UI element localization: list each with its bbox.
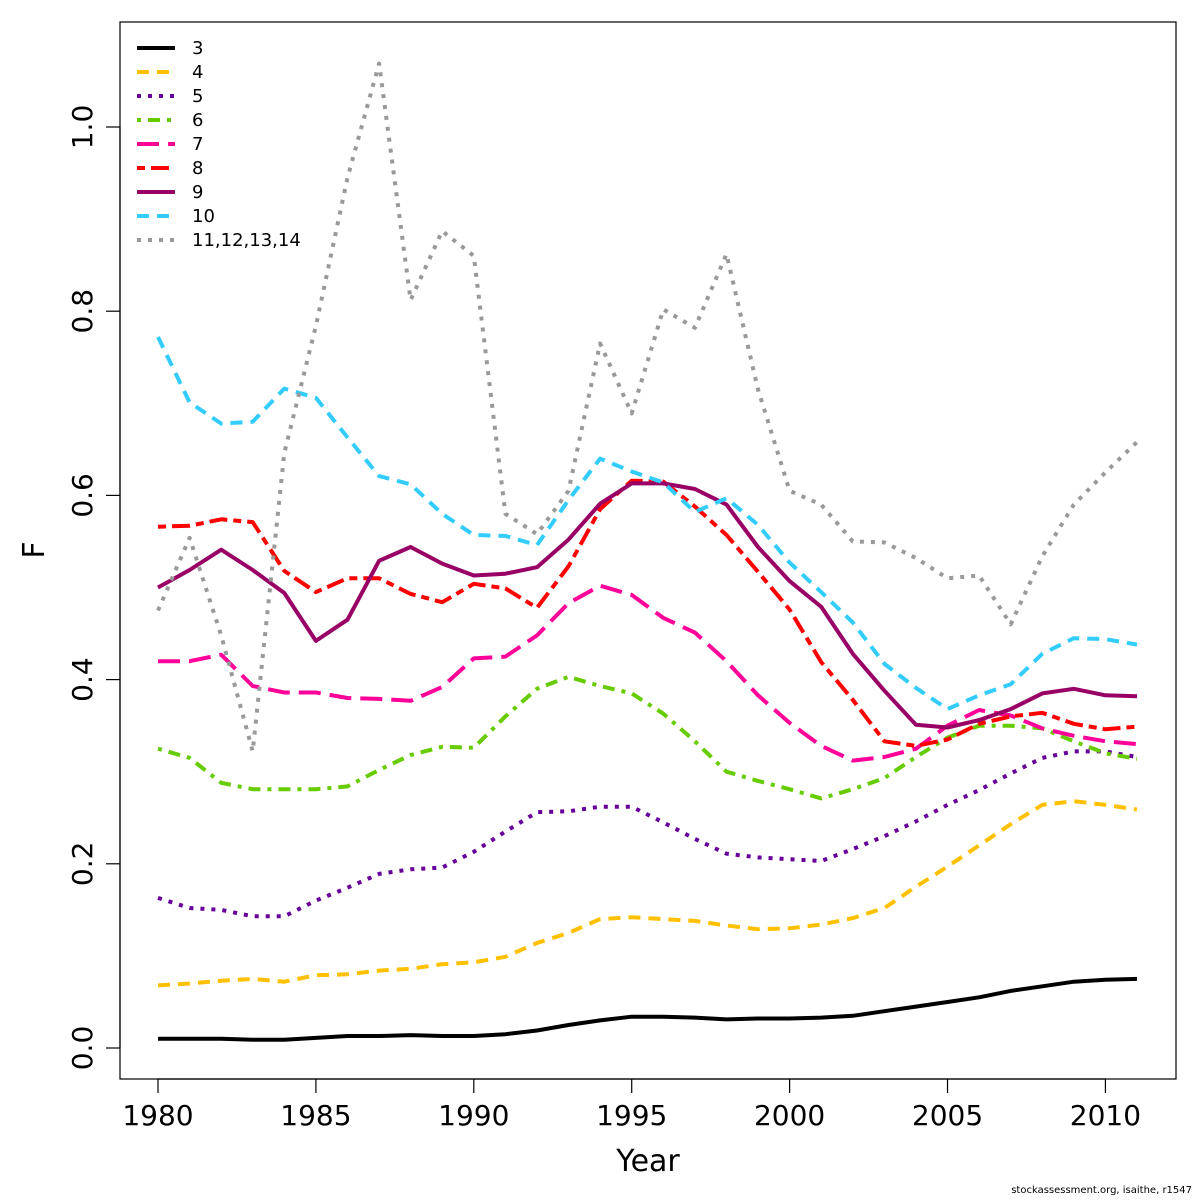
y-tick-label: 0.0	[66, 1026, 99, 1071]
x-tick-label: 1990	[438, 1099, 509, 1132]
legend-label: 11,12,13,14	[192, 230, 301, 251]
legend-label: 8	[192, 158, 203, 179]
y-tick-label: 0.2	[66, 842, 99, 887]
x-axis: 1980 1985 1990 1995 2000 2005 2010	[122, 1078, 1141, 1132]
legend-label: 10	[192, 206, 215, 227]
y-tick-label: 0.8	[66, 289, 99, 334]
y-tick-label: 0.6	[66, 473, 99, 518]
x-tick-label: 1985	[280, 1099, 351, 1132]
x-tick-label: 2010	[1070, 1099, 1141, 1132]
series-line-7	[158, 583, 1138, 763]
legend-label: 7	[192, 134, 203, 155]
x-axis-title: Year	[615, 1144, 680, 1179]
series-line-4	[157, 799, 1138, 988]
series-line-11-12-13-14	[156, 61, 1139, 754]
legend-label: 4	[192, 62, 203, 83]
x-tick-label: 1995	[596, 1099, 667, 1132]
y-axis-title: F	[17, 541, 52, 558]
y-axis: 0.0 0.2 0.4 0.6 0.8 1.0	[66, 105, 121, 1071]
series-line-5	[157, 749, 1138, 919]
footer-credit: stockassessment.org, isaithe, r1547	[1011, 1185, 1192, 1196]
y-tick-label: 1.0	[66, 105, 99, 150]
plot-frame	[119, 21, 1177, 1080]
series-line-9	[157, 481, 1138, 730]
x-tick-label: 2005	[912, 1099, 983, 1132]
x-tick-label: 2000	[754, 1099, 825, 1132]
legend-label: 6	[192, 110, 203, 131]
y-tick-label: 0.4	[66, 657, 99, 702]
legend-label: 5	[192, 86, 203, 107]
legend: 3 4 5 6 7 8 9 10 11,12,13,14	[137, 38, 301, 251]
series-line-3	[158, 976, 1138, 1042]
series-layer	[156, 61, 1139, 1042]
legend-label: 9	[192, 182, 203, 203]
series-line-8	[157, 478, 1138, 748]
series-line-10	[156, 336, 1138, 712]
series-line-6	[157, 674, 1138, 801]
x-tick-label: 1980	[122, 1099, 193, 1132]
legend-label: 3	[192, 38, 203, 59]
